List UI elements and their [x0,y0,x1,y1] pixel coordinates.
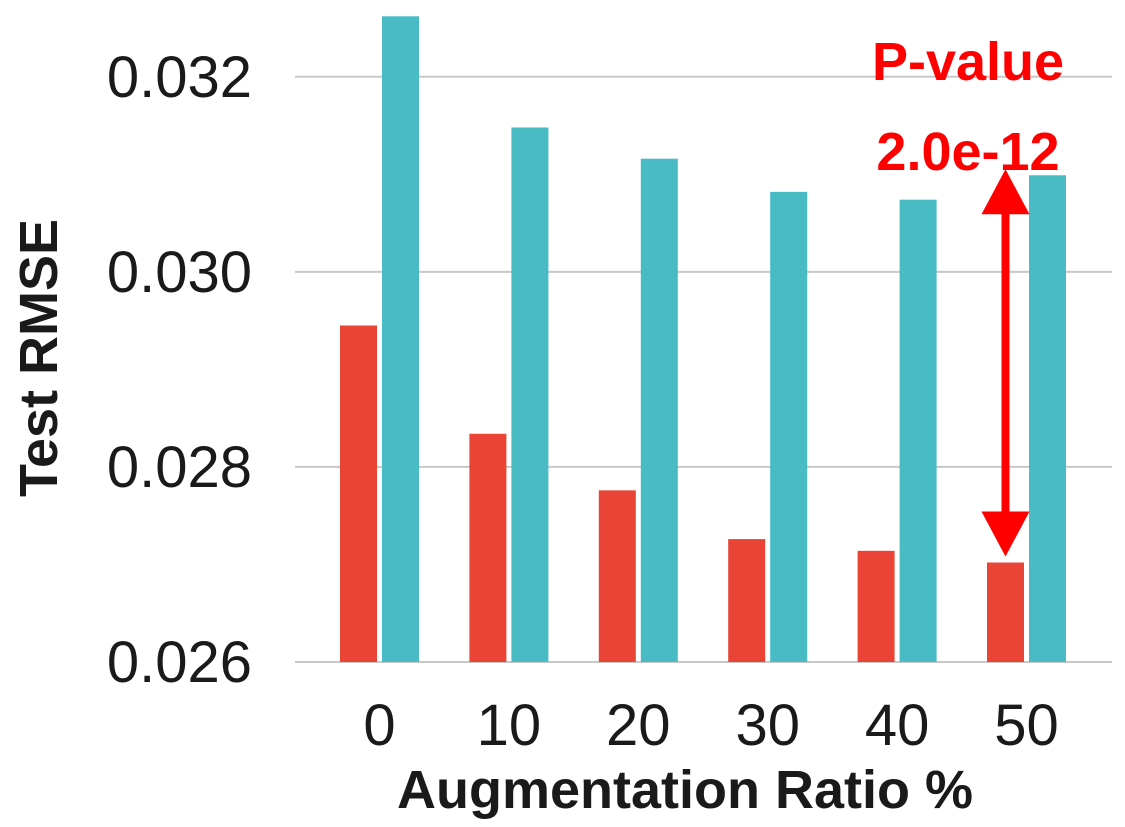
x-tick-label: 10 [477,693,542,758]
y-tick-label: 0.032 [107,45,252,110]
y-tick-labels: 0.026 0.028 0.030 0.032 [107,45,252,695]
bar-series1-0 [340,325,377,662]
arrow-head-up [981,169,1030,215]
y-tick-label: 0.030 [107,240,252,305]
grid-lines [295,75,1112,663]
y-axis-title: Test RMSE [9,219,69,497]
bar-series1-20 [598,490,636,662]
p-value-number: 2.0e-12 [876,122,1059,182]
x-tick-label: 50 [994,693,1059,758]
x-axis-title: Augmentation Ratio % [397,760,973,820]
x-tick-labels: 0 10 20 30 40 50 [363,693,1058,758]
y-tick-label: 0.026 [107,630,252,695]
y-tick-label: 0.028 [107,435,252,500]
bar-series1-40 [857,550,895,662]
bar-series2-40 [899,199,937,662]
bar-series1-50 [987,562,1024,662]
x-tick-label: 0 [363,693,395,758]
bar-series2-30 [770,191,808,662]
bar-series2-10 [511,127,549,662]
bars [340,16,1066,662]
bar-series2-50 [1029,175,1066,662]
bar-series1-10 [469,433,507,662]
arrow-head-down [981,511,1030,557]
bar-series2-20 [640,158,678,662]
p-value-label: P-value [872,32,1064,92]
x-tick-label: 30 [735,693,800,758]
bar-series1-30 [728,539,766,662]
x-tick-label: 20 [606,693,671,758]
p-value-annotation: P-value 2.0e-12 [872,32,1064,557]
bar-series2-0 [382,16,419,662]
x-tick-label: 40 [865,693,930,758]
